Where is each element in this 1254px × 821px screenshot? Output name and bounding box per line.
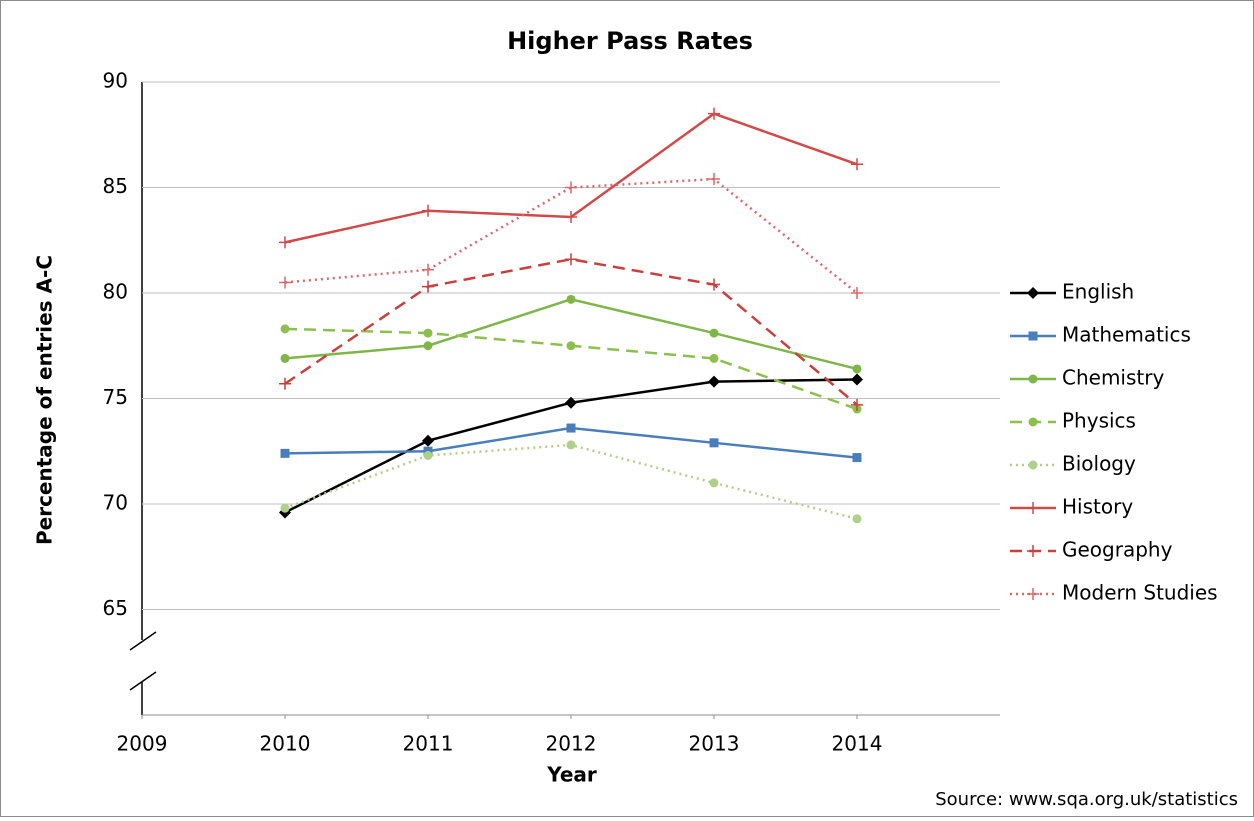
marker: [708, 278, 720, 291]
marker: [423, 450, 433, 460]
marker: [851, 398, 863, 411]
marker: [422, 204, 434, 217]
marker: [1027, 287, 1039, 299]
marker: [708, 375, 720, 388]
y-axis-label: Percentage of entries A-C: [33, 255, 57, 545]
marker: [279, 377, 291, 390]
y-tick-label: 90: [103, 69, 128, 93]
marker: [708, 173, 720, 186]
marker: [709, 478, 719, 488]
marker: [709, 328, 719, 338]
marker: [1027, 588, 1039, 600]
marker: [565, 181, 577, 194]
x-axis-label: Year: [546, 763, 597, 787]
series-line: [284, 257, 858, 406]
marker: [1027, 502, 1039, 514]
marker: [280, 324, 290, 334]
chart-title: Higher Pass Rates: [507, 27, 753, 55]
marker: [423, 328, 433, 338]
marker: [565, 396, 577, 409]
marker: [1028, 331, 1038, 341]
marker: [565, 253, 577, 266]
x-tick-label: 2012: [546, 732, 597, 756]
legend-label: Chemistry: [1062, 366, 1164, 390]
marker: [851, 158, 863, 171]
legend-label: History: [1062, 495, 1133, 519]
y-tick-label: 70: [103, 491, 128, 515]
marker: [280, 448, 290, 458]
x-tick-label: 2014: [832, 732, 883, 756]
y-tick-label: 80: [103, 280, 128, 304]
marker: [422, 434, 434, 447]
axis-break: [129, 631, 157, 651]
legend-label: Modern Studies: [1062, 581, 1218, 605]
marker: [566, 423, 576, 433]
marker: [423, 341, 433, 351]
marker: [709, 353, 719, 363]
marker: [422, 280, 434, 293]
legend-label: Geography: [1062, 538, 1173, 562]
y-tick-label: 75: [103, 385, 128, 409]
marker: [1028, 374, 1038, 384]
marker: [1028, 417, 1038, 427]
marker: [1027, 545, 1039, 557]
y-tick-label: 65: [103, 596, 128, 620]
marker: [851, 287, 863, 299]
x-tick-label: 2013: [689, 732, 740, 756]
axis-break: [129, 671, 157, 691]
marker: [279, 276, 291, 289]
marker: [1028, 460, 1038, 470]
legend-label: English: [1062, 280, 1134, 304]
marker: [566, 341, 576, 351]
marker: [852, 514, 862, 524]
marker: [280, 353, 290, 363]
marker: [566, 294, 576, 304]
marker: [280, 503, 290, 513]
x-tick-label: 2010: [260, 732, 311, 756]
marker: [852, 364, 862, 374]
source-note: Source: www.sqa.org.uk/statistics: [935, 789, 1238, 810]
marker: [422, 263, 434, 276]
marker: [566, 440, 576, 450]
legend-label: Mathematics: [1062, 323, 1191, 347]
marker: [708, 107, 720, 120]
marker: [852, 453, 862, 463]
x-tick-label: 2009: [117, 732, 168, 756]
x-tick-label: 2011: [403, 732, 454, 756]
marker: [851, 373, 863, 386]
y-tick-label: 85: [103, 174, 128, 198]
marker: [709, 438, 719, 448]
legend-label: Biology: [1062, 452, 1136, 476]
legend-label: Physics: [1062, 409, 1136, 433]
marker: [279, 236, 291, 249]
marker: [565, 211, 577, 224]
